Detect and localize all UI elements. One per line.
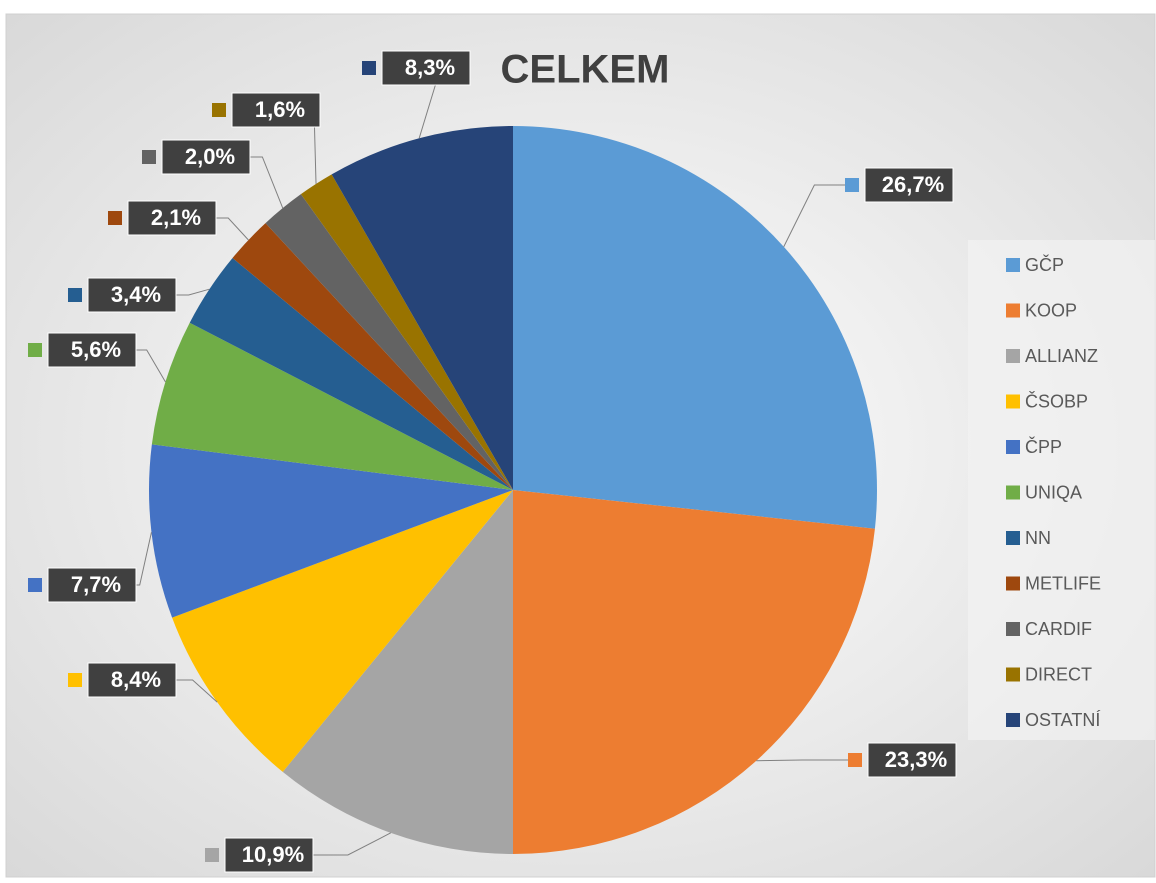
label-box (127, 200, 217, 236)
label-key (108, 211, 122, 225)
legend-label: GČP (1025, 254, 1064, 275)
label-box (867, 742, 957, 778)
label-key (212, 103, 226, 117)
label-box (381, 50, 471, 86)
legend-label: DIRECT (1025, 664, 1092, 684)
data-label: 8,3% (405, 55, 455, 80)
legend-key (1006, 440, 1020, 454)
label-key (845, 178, 859, 192)
legend-key (1006, 531, 1020, 545)
legend-label: KOOP (1025, 300, 1077, 320)
chart-title: CELKEM (501, 48, 670, 92)
label-box (161, 139, 251, 175)
legend-label: CARDIF (1025, 619, 1092, 639)
pie-slice (265, 194, 513, 490)
pie-slice (300, 174, 513, 490)
legend-label: UNIQA (1025, 482, 1082, 502)
legend-label: NN (1025, 528, 1051, 548)
label-box (87, 662, 177, 698)
data-label: 2,0% (185, 144, 235, 169)
label-key (68, 673, 82, 687)
pie-slice (331, 126, 513, 490)
data-label: 2,1% (151, 205, 201, 230)
leader-line (756, 759, 848, 762)
legend-key (1006, 303, 1020, 318)
data-label: 8,4% (111, 667, 161, 692)
label-box (47, 567, 137, 603)
label-key (205, 848, 219, 862)
legend-box (968, 240, 1155, 740)
pie-slice (513, 490, 875, 855)
label-key (142, 150, 156, 164)
legend-key (1006, 349, 1020, 363)
label-box (864, 167, 954, 203)
label-key (362, 61, 376, 75)
label-key (28, 343, 42, 357)
data-label: 7,7% (71, 572, 121, 597)
label-box (224, 837, 314, 873)
data-label: 23,3% (885, 747, 947, 772)
legend-label: ČSOBP (1025, 390, 1088, 411)
pie-slice (189, 257, 514, 490)
legend-key (1006, 485, 1020, 500)
data-label: 10,9% (242, 842, 304, 867)
leader-line (783, 184, 845, 247)
legend-key (1006, 394, 1020, 409)
pie-slice (149, 444, 513, 618)
legend-label: ČPP (1025, 436, 1062, 457)
label-box (87, 277, 177, 313)
legend-label: METLIFE (1025, 573, 1101, 593)
label-box (231, 92, 321, 128)
pie-slice (151, 322, 514, 490)
data-label: 5,6% (71, 337, 121, 362)
label-key (68, 288, 82, 302)
pie-slice (232, 223, 513, 491)
legend-key (1006, 576, 1020, 591)
pie-slice (172, 490, 514, 772)
label-key (848, 753, 862, 767)
data-label: 3,4% (111, 282, 161, 307)
data-label: 26,7% (882, 172, 944, 197)
legend-label: OSTATNÍ (1025, 710, 1100, 730)
legend-key (1006, 258, 1020, 272)
legend-key (1006, 667, 1020, 682)
legend-key (1006, 622, 1020, 636)
leader-line (305, 832, 392, 856)
data-label: 1,6% (255, 97, 305, 122)
label-key (28, 578, 42, 592)
pie-slice (513, 126, 877, 529)
legend-key (1006, 713, 1020, 727)
label-box (47, 332, 137, 368)
pie-slice (282, 490, 513, 854)
legend-label: ALLIANZ (1025, 346, 1098, 366)
